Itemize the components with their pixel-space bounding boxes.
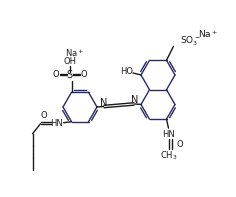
Text: CH$_3$: CH$_3$ — [160, 150, 177, 162]
Text: Na$^+$: Na$^+$ — [65, 47, 84, 59]
Text: HN: HN — [50, 119, 63, 128]
Text: HN: HN — [162, 130, 175, 139]
Text: O: O — [177, 140, 183, 149]
Text: N: N — [100, 98, 107, 108]
Text: Na$^+$: Na$^+$ — [198, 28, 218, 40]
Text: S: S — [67, 70, 72, 80]
Text: N: N — [131, 95, 138, 105]
Text: O: O — [52, 70, 59, 79]
Text: HO: HO — [121, 67, 134, 75]
Text: SO$_3^-$: SO$_3^-$ — [180, 34, 200, 48]
Text: OH: OH — [63, 57, 76, 66]
Text: O: O — [40, 111, 47, 120]
Text: O: O — [80, 70, 87, 79]
